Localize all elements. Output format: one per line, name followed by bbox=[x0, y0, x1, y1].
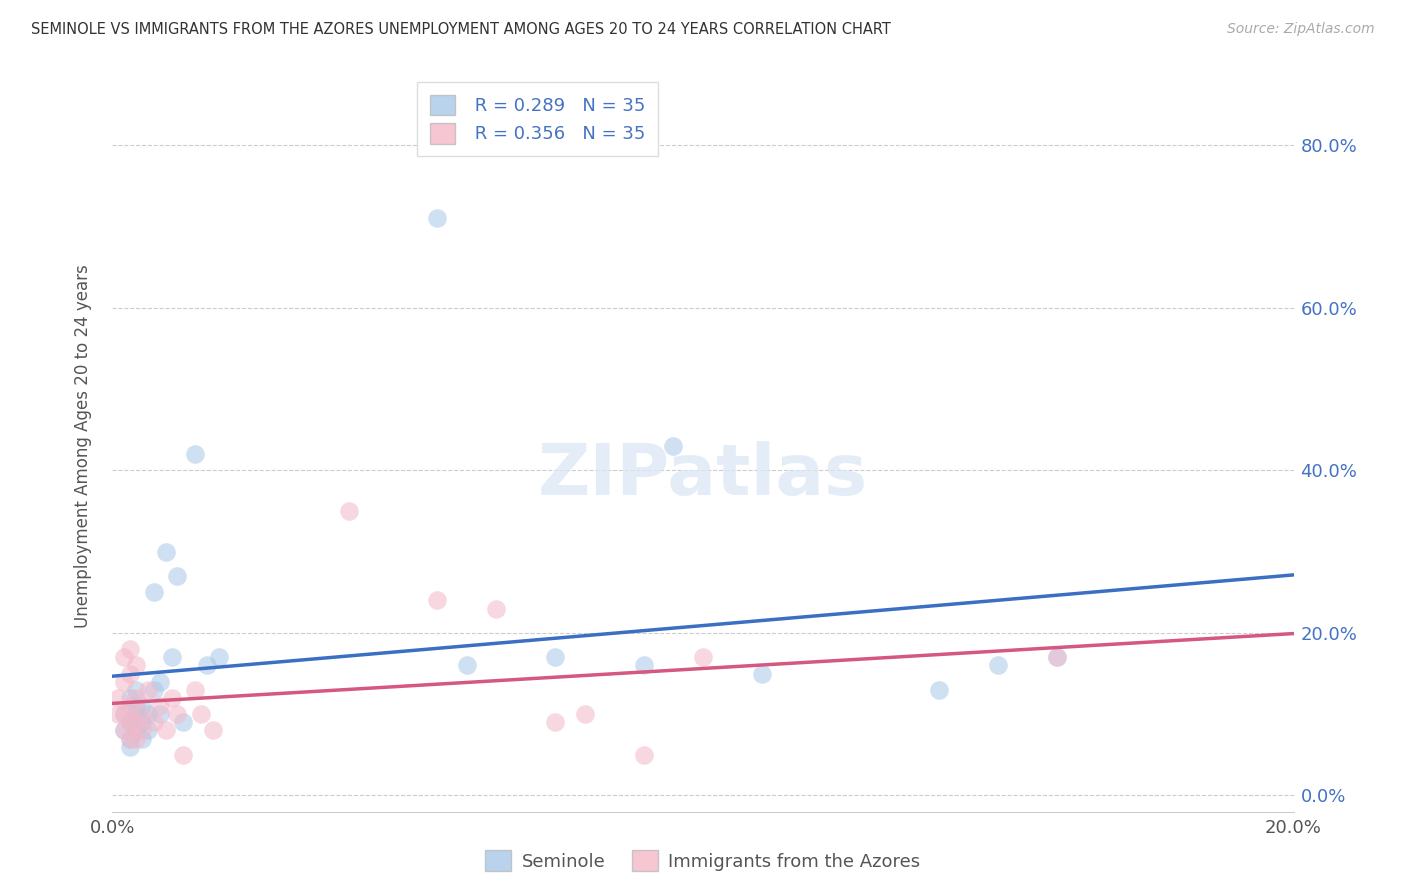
Point bbox=[337, 504, 360, 518]
Point bbox=[136, 723, 159, 738]
Point bbox=[1046, 650, 1069, 665]
Point bbox=[184, 447, 207, 461]
Point bbox=[120, 715, 142, 730]
Point bbox=[201, 723, 224, 738]
Point bbox=[112, 707, 135, 722]
Point bbox=[131, 699, 153, 714]
Point bbox=[125, 707, 148, 722]
Point bbox=[136, 682, 159, 697]
Point bbox=[142, 715, 165, 730]
Point bbox=[160, 650, 183, 665]
Point bbox=[120, 666, 142, 681]
Point bbox=[125, 658, 148, 673]
Point bbox=[120, 715, 142, 730]
Point bbox=[928, 682, 950, 697]
Point bbox=[544, 650, 567, 665]
Point bbox=[166, 707, 188, 722]
Point bbox=[633, 658, 655, 673]
Point bbox=[208, 650, 231, 665]
Point bbox=[120, 731, 142, 746]
Point bbox=[662, 439, 685, 453]
Legend: Seminole, Immigrants from the Azores: Seminole, Immigrants from the Azores bbox=[478, 843, 928, 879]
Point bbox=[125, 723, 148, 738]
Point bbox=[131, 731, 153, 746]
Point bbox=[131, 723, 153, 738]
Point bbox=[1046, 650, 1069, 665]
Point bbox=[426, 211, 449, 226]
Point bbox=[142, 682, 165, 697]
Point bbox=[120, 690, 142, 705]
Point bbox=[751, 666, 773, 681]
Point bbox=[456, 658, 478, 673]
Point bbox=[172, 715, 194, 730]
Point bbox=[149, 699, 172, 714]
Point bbox=[426, 593, 449, 607]
Point bbox=[155, 544, 177, 558]
Point bbox=[120, 731, 142, 746]
Point bbox=[125, 731, 148, 746]
Point bbox=[120, 699, 142, 714]
Point bbox=[107, 690, 129, 705]
Point bbox=[166, 569, 188, 583]
Point bbox=[142, 585, 165, 599]
Point bbox=[112, 674, 135, 689]
Text: SEMINOLE VS IMMIGRANTS FROM THE AZORES UNEMPLOYMENT AMONG AGES 20 TO 24 YEARS CO: SEMINOLE VS IMMIGRANTS FROM THE AZORES U… bbox=[31, 22, 891, 37]
Point bbox=[485, 601, 508, 615]
Point bbox=[125, 715, 148, 730]
Point bbox=[112, 723, 135, 738]
Point bbox=[160, 690, 183, 705]
Point bbox=[112, 723, 135, 738]
Point bbox=[195, 658, 218, 673]
Legend:  R = 0.289   N = 35,  R = 0.356   N = 35: R = 0.289 N = 35, R = 0.356 N = 35 bbox=[418, 82, 658, 156]
Point bbox=[120, 739, 142, 754]
Point bbox=[190, 707, 212, 722]
Point bbox=[125, 699, 148, 714]
Point bbox=[112, 707, 135, 722]
Point bbox=[155, 723, 177, 738]
Point bbox=[125, 682, 148, 697]
Point bbox=[149, 674, 172, 689]
Point bbox=[574, 707, 596, 722]
Point bbox=[107, 707, 129, 722]
Point bbox=[136, 707, 159, 722]
Text: ZIPatlas: ZIPatlas bbox=[538, 441, 868, 509]
Point bbox=[172, 747, 194, 762]
Point bbox=[125, 690, 148, 705]
Point bbox=[149, 707, 172, 722]
Point bbox=[184, 682, 207, 697]
Y-axis label: Unemployment Among Ages 20 to 24 years: Unemployment Among Ages 20 to 24 years bbox=[73, 264, 91, 628]
Point bbox=[544, 715, 567, 730]
Text: Source: ZipAtlas.com: Source: ZipAtlas.com bbox=[1227, 22, 1375, 37]
Point bbox=[987, 658, 1010, 673]
Point bbox=[633, 747, 655, 762]
Point bbox=[112, 650, 135, 665]
Point bbox=[120, 642, 142, 657]
Point bbox=[131, 715, 153, 730]
Point bbox=[131, 707, 153, 722]
Point bbox=[692, 650, 714, 665]
